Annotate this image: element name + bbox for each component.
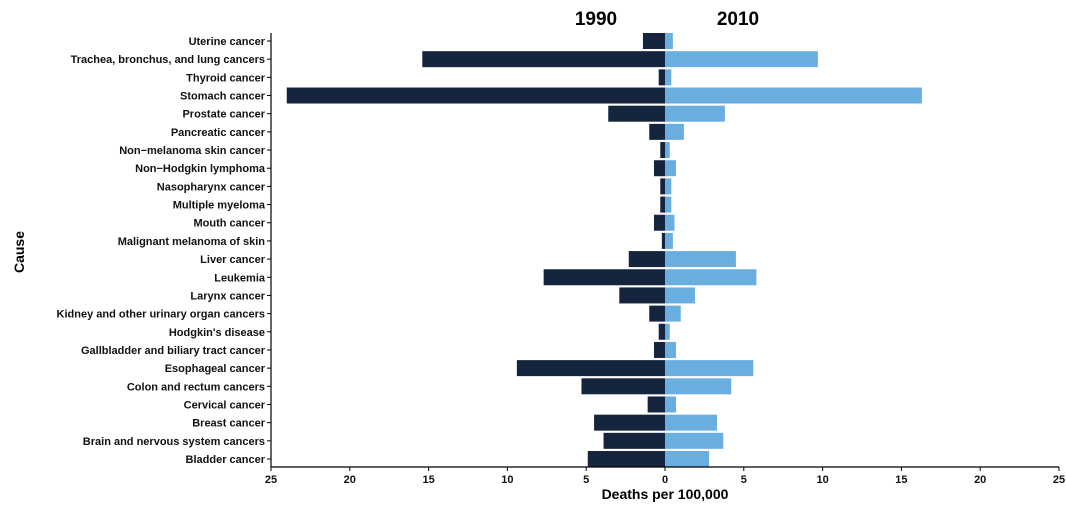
bar-1990-multiple-myeloma (660, 196, 665, 213)
bars-layer (286, 33, 922, 467)
bar-2010-colon-and-rectum-cancers (665, 378, 732, 395)
category-label: Cervical cancer (184, 399, 266, 411)
category-label: Brain and nervous system cancers (83, 436, 265, 448)
category-label: Hodgkin's disease (169, 327, 265, 339)
category-label: Pancreatic cancer (171, 127, 266, 139)
bar-1990-hodgkin-s-disease (658, 323, 665, 340)
x-tick-label: 5 (741, 474, 747, 486)
bar-1990-brain-and-nervous-system-cancers (603, 432, 665, 449)
bar-2010-prostate-cancer (665, 105, 725, 122)
category-label: Mouth cancer (193, 218, 265, 230)
category-label: Trachea, bronchus, and lung cancers (71, 54, 265, 66)
bar-2010-uterine-cancer (665, 33, 673, 49)
x-tick-label: 25 (1053, 474, 1065, 486)
bar-2010-multiple-myeloma (665, 196, 672, 213)
series-2010-title: 2010 (717, 9, 759, 30)
x-tick-label: 0 (662, 474, 668, 486)
bar-2010-cervical-cancer (665, 396, 677, 413)
bar-2010-larynx-cancer (665, 287, 695, 304)
x-tick-label: 10 (501, 474, 513, 486)
bar-1990-breast-cancer (594, 414, 665, 431)
category-label: Bladder cancer (186, 454, 266, 466)
bar-1990-non-melanoma-skin-cancer (660, 142, 665, 159)
category-label: Kidney and other urinary organ cancers (57, 309, 265, 321)
x-axis-title: Deaths per 100,000 (602, 486, 729, 502)
bar-1990-colon-and-rectum-cancers (581, 378, 665, 395)
bar-2010-bladder-cancer (665, 451, 710, 467)
series-1990-title: 1990 (575, 9, 617, 30)
bar-2010-pancreatic-cancer (665, 123, 684, 140)
category-label: Malignant melanoma of skin (118, 236, 266, 248)
category-label: Uterine cancer (189, 36, 266, 48)
x-tick-label: 20 (974, 474, 986, 486)
bar-1990-thyroid-cancer (658, 69, 665, 86)
x-tick-label: 15 (422, 474, 434, 486)
category-label: Esophageal cancer (165, 363, 266, 375)
category-label: Nasopharynx cancer (157, 181, 266, 193)
bar-2010-non-hodgkin-lymphoma (665, 160, 677, 177)
bar-2010-leukemia (665, 269, 757, 286)
bar-2010-mouth-cancer (665, 214, 675, 231)
bar-2010-nasopharynx-cancer (665, 178, 672, 195)
bar-1990-trachea-bronchus-and-lung-cancers (422, 51, 665, 68)
bar-1990-kidney-and-other-urinary-organ-cancers (649, 305, 665, 322)
category-label: Thyroid cancer (186, 72, 266, 84)
category-label: Non−melanoma skin cancer (119, 145, 266, 157)
bar-1990-gallbladder-and-biliary-tract-cancer (653, 341, 665, 358)
bar-2010-stomach-cancer (665, 87, 922, 104)
bar-2010-trachea-bronchus-and-lung-cancers (665, 51, 818, 68)
category-label: Stomach cancer (180, 91, 266, 103)
bar-1990-liver-cancer (628, 251, 665, 268)
bar-1990-cervical-cancer (647, 396, 665, 413)
bar-1990-prostate-cancer (608, 105, 665, 122)
category-label: Liver cancer (200, 254, 266, 266)
bar-2010-thyroid-cancer (665, 69, 672, 86)
bar-2010-gallbladder-and-biliary-tract-cancer (665, 341, 677, 358)
category-label: Leukemia (214, 272, 266, 284)
bar-2010-hodgkin-s-disease (665, 323, 670, 340)
bar-2010-liver-cancer (665, 251, 736, 268)
category-label: Larynx cancer (190, 290, 265, 302)
x-tick-label: 20 (344, 474, 356, 486)
bar-1990-pancreatic-cancer (649, 123, 665, 140)
bar-2010-kidney-and-other-urinary-organ-cancers (665, 305, 681, 322)
bar-1990-larynx-cancer (619, 287, 665, 304)
x-tick-label: 25 (265, 474, 277, 486)
bar-2010-brain-and-nervous-system-cancers (665, 432, 724, 449)
y-axis-title: Cause (11, 231, 27, 273)
bar-2010-breast-cancer (665, 414, 718, 431)
bar-1990-malignant-melanoma-of-skin (661, 232, 665, 249)
category-label: Colon and rectum cancers (127, 381, 265, 393)
bar-2010-non-melanoma-skin-cancer (665, 142, 670, 159)
bar-1990-esophageal-cancer (516, 360, 665, 377)
bar-1990-non-hodgkin-lymphoma (653, 160, 665, 177)
axes-layer (267, 33, 1060, 471)
bar-2010-malignant-melanoma-of-skin (665, 232, 673, 249)
labels-layer: Uterine cancer Trachea, bronchus, and lun… (57, 36, 1066, 486)
bar-1990-uterine-cancer (642, 33, 665, 49)
category-label: Prostate cancer (182, 109, 265, 121)
bar-1990-mouth-cancer (653, 214, 665, 231)
bar-2010-esophageal-cancer (665, 360, 754, 377)
bar-1990-stomach-cancer (286, 87, 665, 104)
bar-1990-bladder-cancer (587, 451, 665, 467)
category-label: Gallbladder and biliary tract cancer (81, 345, 266, 357)
x-tick-label: 5 (583, 474, 589, 486)
category-label: Multiple myeloma (173, 200, 266, 212)
category-label: Breast cancer (192, 418, 265, 430)
x-tick-label: 10 (816, 474, 828, 486)
bar-1990-leukemia (543, 269, 665, 286)
bar-1990-nasopharynx-cancer (660, 178, 665, 195)
x-tick-label: 15 (895, 474, 907, 486)
category-label: Non−Hodgkin lymphoma (135, 163, 266, 175)
